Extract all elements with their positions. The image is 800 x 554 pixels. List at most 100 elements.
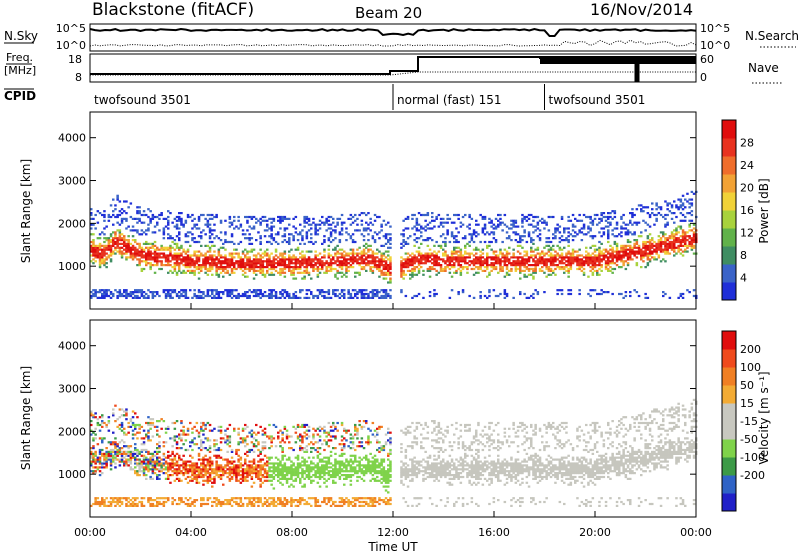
- echo-cell: [299, 267, 302, 271]
- echo-cell: [345, 266, 348, 269]
- echo-cell: [197, 294, 201, 298]
- echo-cell: [554, 231, 557, 234]
- echo-cell: [576, 250, 579, 253]
- echo-cell: [596, 260, 599, 263]
- echo-cell: [167, 256, 170, 259]
- echo-cell: [692, 231, 696, 234]
- echo-cell: [252, 291, 256, 294]
- echo-cell: [257, 219, 260, 222]
- echo-cell: [442, 240, 445, 244]
- echo-cell: [635, 240, 639, 244]
- echo-cell: [565, 264, 568, 267]
- echo-cell: [662, 240, 665, 244]
- echo-cell: [450, 264, 454, 267]
- echo-cell: [105, 497, 108, 500]
- echo-cell: [114, 456, 117, 459]
- echo-cell: [340, 254, 344, 257]
- echo-cell: [512, 252, 515, 255]
- echo-cell: [173, 437, 177, 440]
- echo-cell: [156, 292, 159, 296]
- echo-cell: [332, 258, 335, 261]
- echo-cell: [103, 504, 106, 507]
- echo-cell: [296, 239, 300, 242]
- echo-cell: [415, 227, 419, 230]
- echo-cell: [569, 252, 573, 255]
- echo-cell: [340, 289, 344, 292]
- echo-cell: [116, 443, 119, 446]
- echo-cell: [257, 269, 260, 272]
- echo-cell: [153, 260, 157, 263]
- echo-cell: [402, 277, 405, 280]
- echo-cell: [134, 250, 137, 253]
- echo-cell: [160, 427, 163, 430]
- echo-cell: [164, 248, 168, 251]
- echo-cell: [215, 502, 218, 506]
- echo-cell: [189, 468, 192, 471]
- echo-cell: [233, 271, 236, 274]
- echo-cell: [206, 289, 210, 292]
- echo-cell: [494, 227, 498, 230]
- echo-cell: [142, 504, 146, 507]
- echo-cell: [371, 291, 375, 294]
- echo-cell: [208, 429, 212, 432]
- echo-cell: [450, 221, 454, 224]
- echo-cell: [213, 448, 216, 452]
- echo-cell: [556, 244, 559, 247]
- echo-cell: [285, 264, 289, 267]
- echo-cell: [516, 256, 520, 259]
- echo-cell: [303, 271, 306, 274]
- echo-cell: [508, 237, 511, 240]
- echo-cell: [149, 266, 152, 269]
- echo-cell: [123, 497, 126, 500]
- echo-cell: [204, 262, 207, 265]
- echo-cell: [125, 212, 128, 215]
- echo-cell: [303, 275, 306, 278]
- echo-cell: [200, 425, 203, 428]
- echo-cell: [505, 294, 509, 298]
- echo-cell: [492, 223, 496, 226]
- echo-cell: [197, 254, 201, 257]
- echo-cell: [505, 267, 509, 271]
- echo-cell: [387, 294, 390, 298]
- echo-cell: [413, 213, 416, 217]
- echo-cell: [369, 244, 372, 247]
- echo-cell: [129, 242, 133, 245]
- echo-cell: [123, 410, 126, 413]
- echo-cell: [158, 435, 161, 438]
- echo-cell: [149, 475, 152, 479]
- echo-cell: [314, 264, 317, 267]
- echo-cell: [114, 437, 117, 440]
- echo-cell: [235, 464, 238, 467]
- echo-cell: [609, 260, 612, 263]
- echo-cell: [591, 256, 595, 259]
- echo-cell: [626, 256, 630, 259]
- echo-cell: [147, 466, 150, 469]
- echo-cell: [263, 266, 267, 269]
- echo-cell: [208, 213, 212, 217]
- echo-cell: [549, 258, 553, 261]
- echo-cell: [162, 454, 166, 457]
- echo-cell: [219, 260, 223, 263]
- echo-cell: [305, 235, 309, 238]
- echo-cell: [120, 217, 124, 220]
- echo-cell: [186, 502, 190, 506]
- echo-cell: [175, 235, 179, 238]
- echo-cell: [565, 252, 568, 255]
- echo-cell: [239, 474, 243, 477]
- echo-cell: [197, 475, 201, 479]
- echo-cell: [134, 425, 137, 428]
- echo-cell: [105, 258, 108, 261]
- echo-cell: [162, 464, 166, 467]
- echo-cell: [527, 269, 531, 272]
- echo-cell: [103, 233, 106, 236]
- echo-cell: [422, 269, 425, 272]
- echo-cell: [239, 294, 243, 298]
- echo-cell: [162, 497, 166, 500]
- echo-cell: [101, 500, 104, 504]
- echo-cell: [314, 240, 317, 244]
- echo-cell: [211, 477, 214, 480]
- echo-cell: [426, 254, 430, 257]
- echo-cell: [246, 294, 249, 298]
- y-tick-label: 3000: [58, 175, 86, 188]
- echo-cell: [202, 266, 205, 269]
